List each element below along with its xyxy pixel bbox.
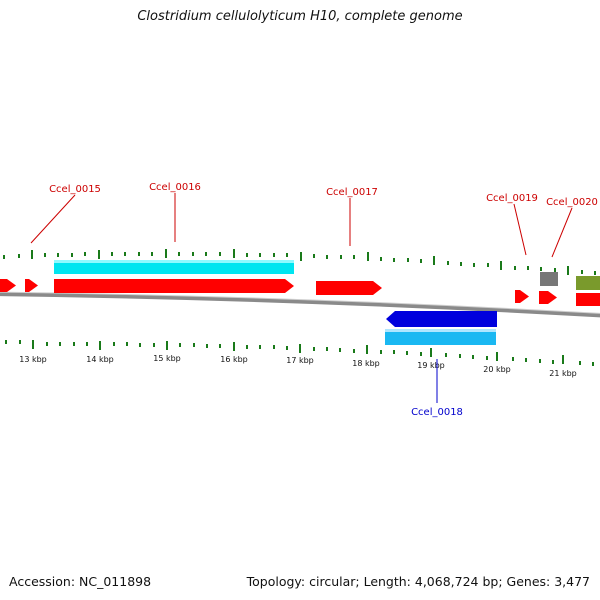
feature-bar-cyan xyxy=(54,260,294,274)
feature-bar-shine xyxy=(54,260,294,263)
scale-label: 20 kbp xyxy=(483,365,511,374)
feature-bar-gray xyxy=(540,272,558,286)
gene-arrow-ccel-0016 xyxy=(54,279,294,293)
gene-label-leader-ccel-0015 xyxy=(30,194,76,244)
scale-label: 21 kbp xyxy=(549,369,577,378)
scale-label: 15 kbp xyxy=(153,354,181,363)
gene-label-ccel-0016: Ccel_0016 xyxy=(149,182,201,193)
map-title: Clostridium cellulolyticum H10, complete… xyxy=(137,9,463,24)
gene-label-leader-ccel-0019 xyxy=(513,203,527,256)
gene-arrow-ccel-0018 xyxy=(386,311,497,327)
gene-label-ccel-0018: Ccel_0018 xyxy=(411,407,463,418)
gene-label-ccel-0020: Ccel_0020 xyxy=(546,197,598,208)
scale-label: 17 kbp xyxy=(286,356,314,365)
gene-label-ccel-0019: Ccel_0019 xyxy=(486,193,538,204)
gene-arrow xyxy=(576,293,600,306)
backbone-highlight xyxy=(0,291,600,314)
gene-arrow-ccel-0020 xyxy=(539,291,557,304)
gene-arrow xyxy=(25,279,38,292)
gene-arrow-ccel-0019 xyxy=(515,290,529,303)
gene-label-ccel-0017: Ccel_0017 xyxy=(326,187,378,198)
scale-label: 19 kbp xyxy=(417,361,445,370)
genome-summary-text: Topology: circular; Length: 4,068,724 bp… xyxy=(246,574,590,589)
feature-bar-lightblue xyxy=(385,329,496,345)
scale-label: 18 kbp xyxy=(352,359,380,368)
gene-arrow-ccel-0017 xyxy=(316,281,382,295)
feature-bar-olive xyxy=(576,276,600,290)
scale-label: 13 kbp xyxy=(19,355,47,364)
scale-label: 14 kbp xyxy=(86,355,114,364)
accession-text: Accession: NC_011898 xyxy=(9,574,152,589)
gene-label-leader-ccel-0020 xyxy=(551,207,573,258)
feature-bar-shine xyxy=(385,329,496,332)
backbone-line xyxy=(0,292,600,318)
gene-arrow xyxy=(0,279,16,292)
scale-label: 16 kbp xyxy=(220,355,248,364)
gene-label-ccel-0015: Ccel_0015 xyxy=(49,184,101,195)
